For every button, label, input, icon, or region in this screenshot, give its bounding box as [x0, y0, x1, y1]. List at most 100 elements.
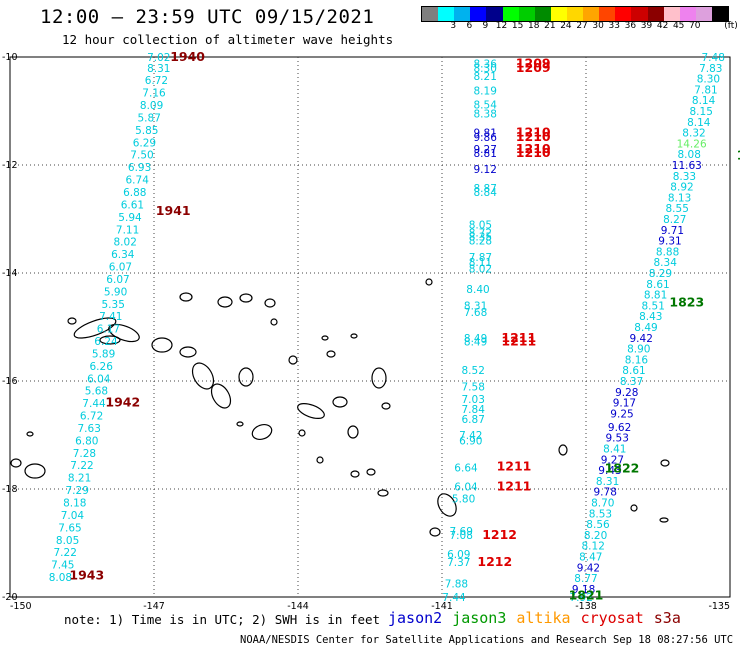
island-outline [326, 350, 336, 358]
wave-height-label: 9.86 [474, 132, 498, 144]
legend-cryosat: cryosat [580, 609, 644, 627]
y-tick-label: -18 [2, 484, 18, 495]
island-outline [558, 444, 568, 456]
island-outline [347, 425, 359, 439]
wave-height-label: 9.62 [608, 422, 631, 434]
colorbar-swatch [454, 7, 471, 21]
wave-height-label: 8.88 [656, 246, 679, 258]
coastlines [10, 278, 670, 537]
time-label: 1212 [482, 527, 517, 542]
wave-height-label: 8.70 [591, 498, 614, 510]
satellite-legend: jason2 jason3 altika cryosat s3a [388, 609, 691, 627]
wave-height-label: 5.87 [138, 112, 161, 124]
island-outline [210, 383, 232, 409]
wave-height-label: 8.61 [622, 365, 645, 377]
wave-height-label: 9.78 [594, 487, 617, 499]
colorbar-label: 15 [511, 21, 524, 31]
wave-height-label: 8.14 [687, 117, 711, 129]
wave-height-label: 8.40 [466, 284, 489, 296]
wave-height-label: 8.31 [147, 63, 170, 75]
wave-height-label: 8.47 [579, 552, 602, 564]
island-outline [217, 296, 233, 308]
island-outline [425, 278, 433, 286]
island-outline [179, 292, 193, 302]
wave-height-label: 6.04 [454, 481, 478, 493]
colorbar-label: 24 [560, 21, 572, 31]
series-s3a: 7.028.316.727.168.095.875.856.297.506.93… [49, 49, 206, 584]
time-label: 1210 [516, 129, 551, 144]
wave-height-label: 7.81 [694, 84, 717, 96]
time-label: 1943 [69, 567, 104, 582]
wave-height-label: 8.43 [639, 311, 662, 323]
wave-height-label: 5.85 [135, 125, 158, 137]
wave-height-label: 9.81 [474, 128, 497, 140]
colorbar-label: 33 [608, 21, 620, 31]
wave-height-label: 8.16 [625, 354, 649, 366]
time-label: 1824 [737, 147, 740, 162]
wave-height-label: 7.41 [99, 311, 122, 323]
colorbar-swatch [550, 7, 567, 21]
wave-height-label: 9.12 [474, 164, 497, 176]
time-label: 1209 [516, 60, 551, 75]
wave-height-label: 5.35 [102, 299, 125, 311]
colorbar-label: 21 [544, 21, 556, 31]
wave-height-label: 7.42 [459, 430, 482, 442]
island-outline [191, 362, 215, 390]
colorbar-swatch [679, 7, 696, 21]
island-outline [297, 403, 325, 419]
wave-height-label: 8.49 [464, 333, 487, 345]
colorbar-swatch [647, 7, 664, 21]
wave-height-label: 7.37 [447, 557, 470, 569]
wave-height-label: 7.08 [450, 530, 473, 542]
time-label: 1212 [477, 554, 512, 569]
colorbar-swatch [566, 7, 584, 21]
wave-height-label: 8.41 [603, 444, 626, 456]
island-outline [236, 421, 244, 427]
time-label: 1821 [569, 587, 604, 602]
island-outline [251, 423, 273, 441]
wave-height-label: 8.35 [469, 231, 492, 243]
time-label: 1210 [516, 125, 551, 140]
wave-height-label: 6.74 [126, 175, 150, 187]
time-label: 1942 [105, 395, 140, 410]
wave-height-label: 6.80 [75, 435, 98, 447]
colorbar-swatch [470, 7, 487, 21]
island-outline [238, 367, 254, 387]
wave-height-label: 8.31 [464, 300, 487, 312]
x-tick-label: -141 [431, 601, 453, 612]
island-outline [316, 456, 324, 464]
island-outline [321, 335, 329, 341]
colorbar-swatch [711, 7, 729, 21]
y-tick-label: -16 [2, 376, 18, 387]
wave-height-label: 8.13 [668, 192, 691, 204]
wave-height-label: 8.29 [649, 268, 672, 280]
time-label: 1211 [497, 478, 532, 493]
colorbar-swatch [518, 7, 535, 21]
island-outline [659, 517, 669, 523]
wave-height-label: 7.02 [147, 52, 170, 64]
island-outline [239, 293, 253, 303]
y-tick-label: -14 [2, 268, 18, 279]
wave-height-label: 9.42 [577, 562, 600, 574]
wave-height-label: 7.58 [462, 381, 485, 393]
time-label: 1209 [516, 55, 551, 70]
wave-height-label: 6.72 [80, 411, 103, 423]
island-outline [377, 489, 389, 497]
wave-height-label: 7.45 [51, 560, 74, 572]
legend-altika: altika [516, 609, 571, 627]
wave-height-label: 8.28 [469, 236, 492, 248]
wave-height-label: 6.29 [133, 137, 156, 149]
wave-height-label: 6.88 [123, 187, 146, 199]
island-outline [264, 298, 276, 308]
wave-height-label: 8.27 [663, 214, 686, 226]
colorbar-labels: 3 6 9 12 15 18 21 24 27 30 33 36 39 42 45 70 (ft) [421, 21, 740, 35]
wave-height-label: 7.87 [469, 252, 492, 264]
wave-height-label: 7.84 [462, 404, 486, 416]
island-outline [630, 504, 638, 512]
wave-height-label: 7.11 [116, 224, 139, 236]
wave-height-label: 8.31 [596, 476, 619, 488]
wave-height-label: 8.92 [670, 182, 693, 194]
wave-height-label: 7.48 [702, 52, 725, 64]
chart-subtitle: 12 hour collection of altimeter wave hei… [62, 32, 394, 47]
